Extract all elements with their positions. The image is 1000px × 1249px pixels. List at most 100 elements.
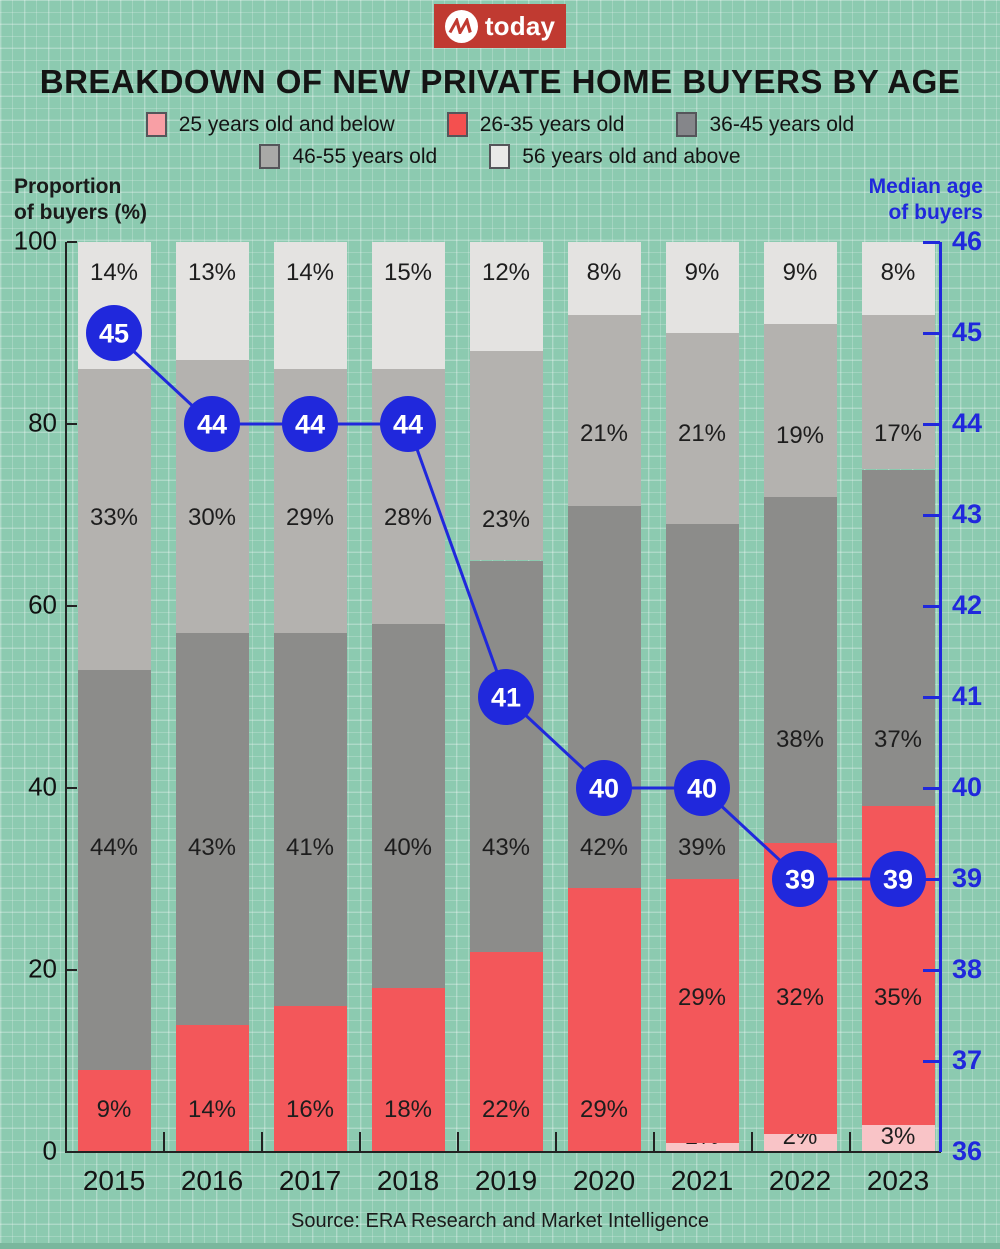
right-axis-tick-label: 36 (952, 1135, 983, 1166)
year-label: 2023 (866, 1165, 930, 1196)
bar-segment-label: 18% (383, 1096, 433, 1123)
right-axis-tick-label: 42 (952, 589, 983, 620)
legend-swatch (489, 144, 511, 169)
bar-segment (861, 469, 935, 807)
bar-segment-label: 29% (677, 984, 727, 1011)
year-label: 2022 (768, 1165, 832, 1196)
legend-item: 46-55 years old (259, 144, 437, 169)
year-label: 2020 (572, 1165, 636, 1196)
bar-segment (77, 669, 151, 1071)
right-axis-tick (923, 332, 940, 335)
bar-segment (665, 524, 739, 879)
x-axis-tick (849, 1132, 851, 1152)
bar-segment (273, 633, 347, 1007)
bar-segment-label: 42% (579, 834, 629, 861)
bar-segment-label: 30% (187, 504, 237, 531)
bar-segment (665, 242, 739, 333)
left-axis-tick-label: 20 (28, 953, 57, 984)
x-axis-tick (359, 1132, 361, 1152)
legend-swatch (145, 112, 167, 137)
left-axis-tick (67, 605, 77, 607)
right-axis-tick (923, 696, 940, 699)
left-axis-line (65, 242, 67, 1152)
today-logo-mark-icon (448, 18, 473, 34)
left-axis-tick (67, 423, 77, 425)
bar-segment (371, 624, 445, 989)
bar-segment-label: 43% (187, 834, 237, 861)
bar-segment (371, 369, 445, 625)
bar-segment (273, 1006, 347, 1152)
right-axis-tick-label: 38 (952, 953, 983, 984)
left-axis-title-line2: of buyers (%) (14, 201, 148, 224)
legend-item: 56 years old and above (489, 144, 741, 169)
legend-swatch (676, 112, 698, 137)
right-axis-tick-label: 41 (952, 680, 983, 711)
bar-segment-label: 41% (285, 834, 335, 861)
x-axis-tick (653, 1132, 655, 1152)
legend-label: 46-55 years old (292, 144, 438, 168)
bar-segment-label: 38% (775, 726, 825, 753)
bar-segment (861, 242, 935, 315)
left-axis-tick-label: 0 (42, 1135, 57, 1166)
left-axis-tick (67, 969, 77, 971)
bar-segment (763, 496, 837, 843)
left-axis-tick (67, 787, 77, 789)
legend-label: 56 years old and above (522, 144, 741, 168)
page-title: BREAKDOWN OF NEW PRIVATE HOME BUYERS BY … (39, 63, 961, 100)
right-axis-tick (923, 1060, 940, 1063)
bar-segment (175, 633, 249, 1025)
right-axis-tick-label: 44 (952, 407, 983, 438)
x-axis-tick (163, 1132, 165, 1152)
bar-segment-label: 44% (89, 834, 139, 861)
bar-segment-label: 35% (873, 984, 923, 1011)
bar-segment (763, 242, 837, 324)
right-axis-tick (923, 969, 940, 972)
bar-segment (371, 988, 445, 1152)
bar-segment (665, 1142, 739, 1152)
bar-segment-label: 43% (481, 834, 531, 861)
bar-segment-label: 29% (285, 504, 335, 531)
legend-swatch (259, 144, 281, 169)
bar-segment-label: 9% (684, 259, 720, 286)
bar-segment-label: 3% (880, 1123, 916, 1150)
left-axis-title-line1: Proportion (14, 175, 122, 198)
bar-segment-label: 28% (383, 504, 433, 531)
right-axis-tick-label: 39 (952, 862, 983, 893)
right-axis-tick-label: 37 (952, 1044, 983, 1075)
bar-segment (77, 1070, 151, 1152)
bar-segment-label: 21% (677, 420, 727, 447)
bar-segment (665, 879, 739, 1143)
bar-segment-label: 21% (579, 420, 629, 447)
bar-segment-label: 13% (187, 259, 237, 286)
source-note: Source: ERA Research and Market Intellig… (291, 1210, 709, 1232)
bar-segment (567, 242, 641, 315)
right-axis-tick (923, 241, 940, 244)
left-axis-tick-label: 40 (28, 771, 57, 802)
right-axis-tick (923, 787, 940, 790)
bar-segment-label: 22% (481, 1096, 531, 1123)
today-logo-disc (444, 9, 478, 43)
legend-label: 26-35 years old (479, 112, 625, 136)
bar-segment (861, 806, 935, 1125)
left-axis-tick-label: 100 (13, 225, 57, 256)
bar-segment (567, 505, 641, 889)
right-axis-title: Median age of buyers (869, 174, 983, 226)
bar-segment (175, 1024, 249, 1152)
bar-segment-label: 14% (187, 1096, 237, 1123)
bar-segment (567, 314, 641, 506)
bar-segment-label: 8% (880, 259, 916, 286)
right-axis-tick (923, 605, 940, 608)
bar-segment (861, 1124, 935, 1152)
bar-segment-label: 9% (782, 259, 818, 286)
right-axis-tick-label: 45 (952, 316, 983, 347)
left-axis-tick-label: 60 (28, 589, 57, 620)
bar-segment (273, 369, 347, 634)
right-axis-line (939, 242, 942, 1152)
bar-segment-label: 32% (775, 984, 825, 1011)
bar-segment-label: 37% (873, 726, 923, 753)
bar-segment (567, 888, 641, 1152)
bar-segment-label: 14% (89, 259, 139, 286)
x-axis-line (65, 1151, 941, 1153)
